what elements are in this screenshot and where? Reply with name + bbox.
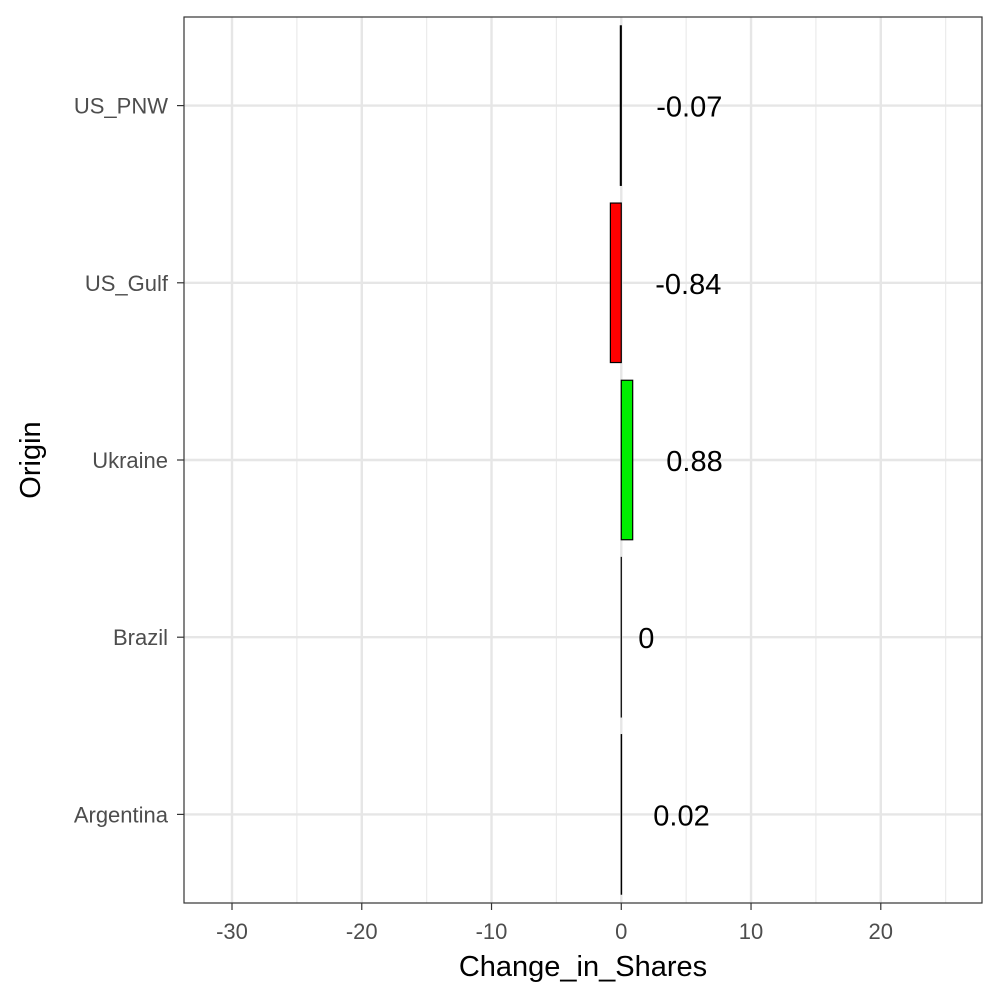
grid-layer [184, 17, 982, 903]
data-label: 0 [638, 623, 654, 655]
data-label: 0.88 [666, 446, 722, 478]
y-tick-label: Argentina [74, 802, 169, 827]
bar-us-gulf [609, 202, 622, 364]
bar-us-pnw [619, 25, 622, 186]
x-tick-label: 20 [869, 919, 893, 944]
bar-ukraine [620, 379, 634, 541]
y-tick-label: Brazil [113, 625, 168, 650]
x-tick-label: -30 [216, 919, 248, 944]
y-axis-title: Origin [15, 421, 47, 498]
axes-layer: -30 -20 -10 0 10 20 US_PNW US_Gulf Ukraine Brazil… [74, 94, 893, 944]
bars-layer [609, 25, 634, 895]
x-tick-label: 0 [615, 919, 627, 944]
data-labels-layer: -0.07 -0.84 0.88 0 0.02 [638, 92, 722, 833]
y-tick-label: Ukraine [92, 448, 168, 473]
y-tick-label: US_Gulf [85, 271, 169, 296]
data-label: -0.07 [656, 92, 722, 124]
x-tick-label: 10 [739, 919, 763, 944]
x-tick-label: -10 [476, 919, 508, 944]
y-tick-label: US_PNW [74, 94, 168, 119]
data-label: -0.84 [655, 269, 721, 301]
data-label: 0.02 [653, 800, 709, 832]
x-tick-label: -20 [346, 919, 378, 944]
x-axis-title: Change_in_Shares [459, 951, 707, 983]
